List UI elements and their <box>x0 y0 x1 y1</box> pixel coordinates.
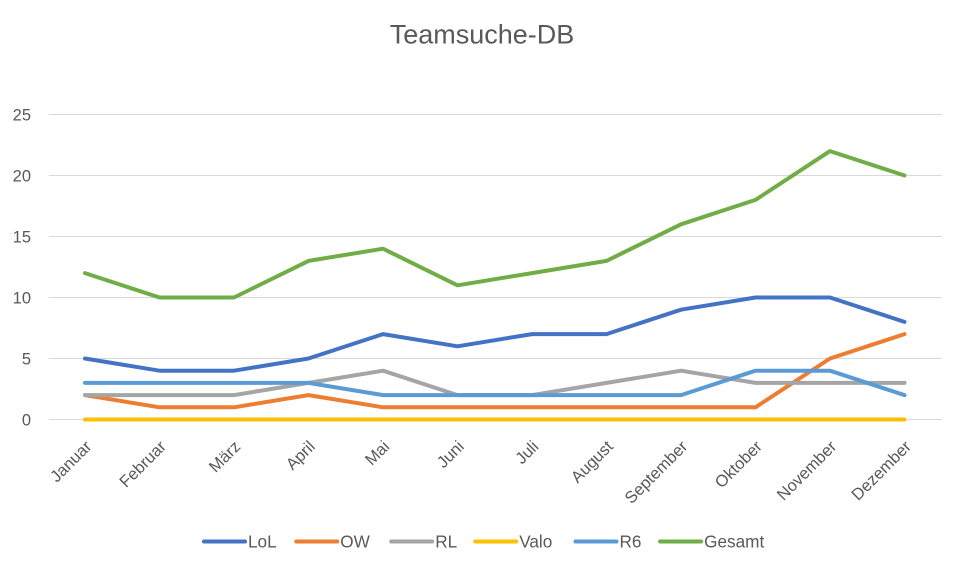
svg-text:15: 15 <box>13 229 31 247</box>
svg-text:Gesamt: Gesamt <box>704 531 764 551</box>
svg-text:Teamsuche-DB: Teamsuche-DB <box>390 20 575 50</box>
svg-text:10: 10 <box>13 290 31 308</box>
svg-text:25: 25 <box>13 107 31 125</box>
svg-text:RL: RL <box>435 531 457 551</box>
svg-text:20: 20 <box>13 168 31 186</box>
svg-text:5: 5 <box>22 351 31 369</box>
svg-text:LoL: LoL <box>248 531 277 551</box>
svg-text:0: 0 <box>22 412 31 430</box>
svg-text:OW: OW <box>340 531 370 551</box>
svg-text:R6: R6 <box>620 531 642 551</box>
svg-text:Valo: Valo <box>519 531 552 551</box>
